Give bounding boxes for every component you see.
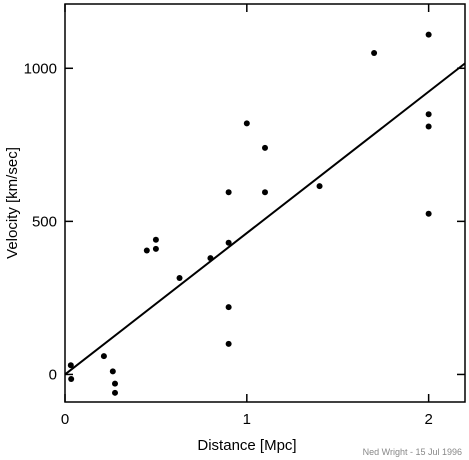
data-point-16 bbox=[262, 144, 268, 151]
best-fit-line bbox=[64, 62, 466, 376]
y-tick-label-1: 500 bbox=[32, 213, 57, 230]
data-point-4 bbox=[112, 380, 118, 387]
y-tick-label-0: 0 bbox=[49, 366, 57, 383]
data-point-9 bbox=[176, 275, 183, 282]
data-point-5 bbox=[112, 389, 118, 396]
data-point-19 bbox=[371, 49, 378, 56]
data-point-3 bbox=[109, 368, 116, 375]
data-point-1 bbox=[68, 376, 75, 383]
x-tick-label-0: 0 bbox=[61, 411, 69, 428]
data-point-22 bbox=[425, 123, 432, 130]
data-point-7 bbox=[152, 236, 159, 243]
data-point-10 bbox=[207, 255, 214, 262]
data-point-8 bbox=[152, 245, 159, 252]
data-point-18 bbox=[316, 183, 323, 190]
x-tick-label-2: 2 bbox=[424, 411, 432, 428]
x-tick-label-1: 1 bbox=[243, 411, 251, 428]
data-point-20 bbox=[425, 31, 432, 38]
data-point-23 bbox=[425, 210, 432, 217]
data-point-21 bbox=[425, 111, 432, 118]
data-point-6 bbox=[143, 247, 150, 254]
axis-ticks bbox=[64, 4, 465, 402]
data-point-12 bbox=[225, 189, 232, 196]
data-point-15 bbox=[243, 120, 250, 127]
data-point-13 bbox=[225, 304, 232, 311]
y-axis-title: Velocity [km/sec] bbox=[4, 147, 21, 259]
data-point-2 bbox=[100, 353, 107, 360]
plot-frame bbox=[64, 3, 466, 403]
x-axis-title: Distance [Mpc] bbox=[197, 437, 296, 454]
y-tick-label-2: 1000 bbox=[24, 60, 57, 77]
data-point-11 bbox=[225, 239, 232, 246]
data-point-17 bbox=[262, 189, 268, 196]
data-point-0 bbox=[67, 362, 74, 369]
axis-tick-labels: 0 1 2 0 500 1000 bbox=[24, 60, 433, 428]
data-point-14 bbox=[225, 340, 232, 347]
credit-text: Ned Wright - 15 Jul 1996 bbox=[363, 447, 462, 457]
data-points bbox=[67, 31, 432, 396]
